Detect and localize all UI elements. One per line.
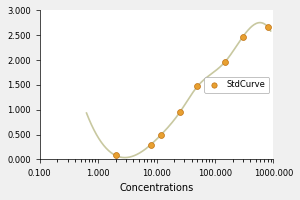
StdCurve (148, 143, 153, 146)
X-axis label: Concentrations: Concentrations (119, 183, 194, 193)
StdCurve (113, 154, 118, 157)
Legend: StdCurve: StdCurve (205, 77, 269, 93)
StdCurve (159, 133, 164, 136)
StdCurve (223, 60, 228, 63)
StdCurve (177, 111, 182, 114)
StdCurve (240, 35, 245, 38)
StdCurve (195, 85, 200, 88)
StdCurve (265, 25, 270, 28)
